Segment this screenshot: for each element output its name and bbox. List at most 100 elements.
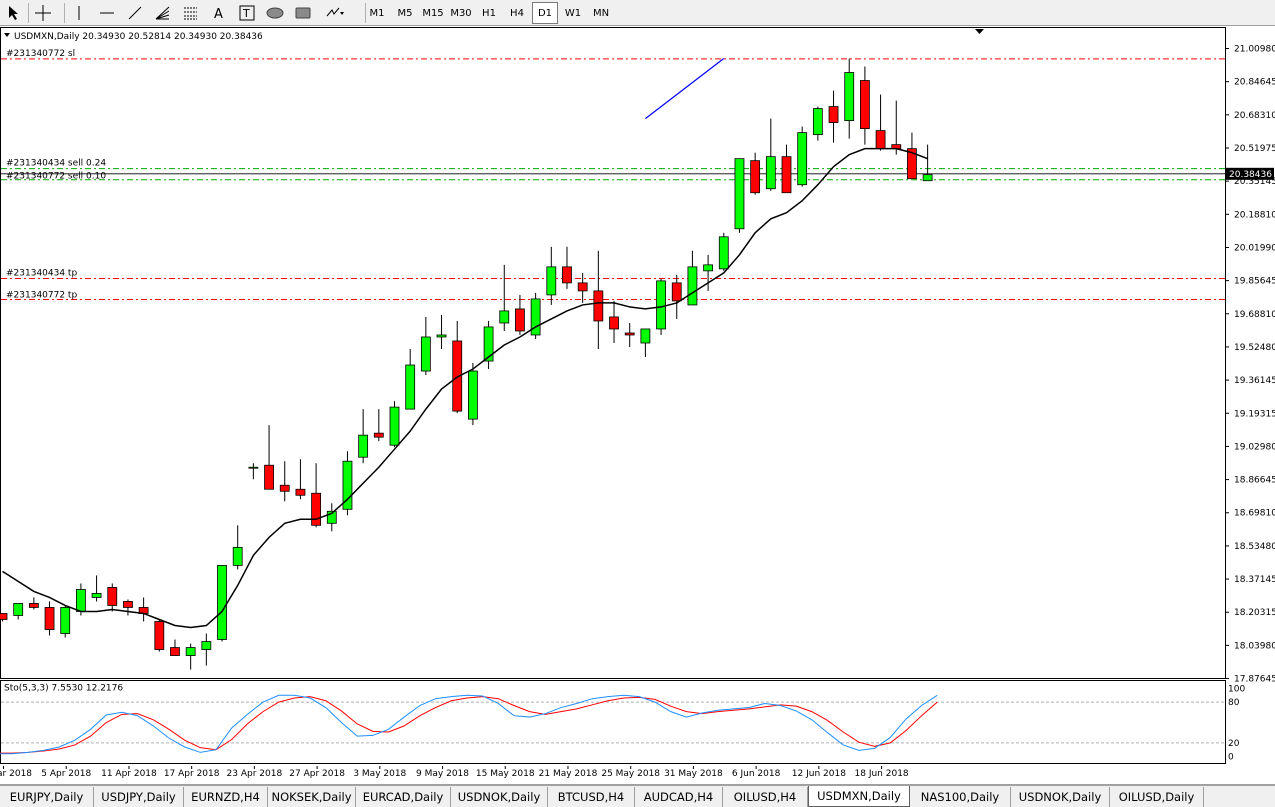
- timeframe-m30-button[interactable]: M30: [450, 7, 472, 19]
- timeframe-m15-button[interactable]: M15: [422, 7, 444, 19]
- bull-candle-body: [232, 546, 243, 566]
- timeframe-mn-button[interactable]: MN: [592, 7, 610, 19]
- text-icon: A: [214, 7, 223, 22]
- candle: [170, 639, 180, 656]
- bull-candle-body: [640, 328, 651, 344]
- x-axis-tick-label: 21 May 2018: [539, 769, 598, 779]
- chart-area[interactable]: 21.00980 20.84645 20.68310 20.51975 20.35145…: [0, 27, 1275, 785]
- chart-tab-usdjpy-daily[interactable]: USDJPY,Daily: [94, 787, 184, 807]
- candle: [718, 232, 729, 271]
- timeframe-w1-button[interactable]: W1: [564, 7, 582, 19]
- chart-tab-nas100-daily[interactable]: NAS100,Daily: [910, 787, 1011, 807]
- bull-candle-body: [76, 589, 86, 612]
- chart-tab-eurnzd-h4[interactable]: EURNZD,H4: [184, 787, 268, 807]
- cursor-tool-button[interactable]: [3, 2, 25, 24]
- x-axis-tick-label: 9 May 2018: [416, 769, 469, 779]
- fibonacci-retracement-icon: [184, 7, 197, 20]
- main-chart-frame: [0, 27, 1226, 679]
- bear-candle-body: [671, 282, 682, 302]
- chart-tab-noksek-daily[interactable]: NOKSEK,Daily: [268, 787, 356, 807]
- timeframe-d1-button[interactable]: D1: [532, 2, 558, 24]
- vertical-line-tool-button[interactable]: [68, 2, 90, 24]
- order-label-sell-2: #231340772 sell 0.10: [6, 172, 106, 182]
- bull-candle-body: [436, 334, 447, 338]
- chart-tab-eurjpy-daily[interactable]: EURJPY,Daily: [0, 787, 94, 807]
- cursor-icon: [9, 6, 18, 20]
- bull-candle-body: [326, 510, 337, 524]
- candle: [562, 246, 572, 289]
- chart-tab-usdmxn-daily[interactable]: USDMXN,Daily: [808, 786, 910, 807]
- chart-shift-marker[interactable]: [975, 29, 984, 34]
- chart-tab-usdnok-daily[interactable]: USDNOK,Daily: [451, 787, 548, 807]
- bull-candle-body: [656, 280, 666, 330]
- candle: [844, 58, 855, 139]
- vertical-line-icon: [78, 6, 80, 20]
- chart-tab-btcusd-h4[interactable]: BTCUSD,H4: [548, 787, 635, 807]
- arrows-tool-button[interactable]: [321, 2, 349, 24]
- stochastic-level-label: 20: [1228, 739, 1240, 749]
- timeframe-h1-button[interactable]: H1: [482, 7, 496, 19]
- chart-tab-usdnok-daily[interactable]: USDNOK,Daily: [1011, 787, 1110, 807]
- y-axis-tick-label: 18.86645: [1234, 476, 1275, 486]
- rectangle-tool-button[interactable]: [292, 2, 314, 24]
- stochastic-level-label: 0: [1228, 753, 1234, 763]
- indicator-label: Sto(5,3,3) 7.5530 12.2176: [4, 684, 123, 694]
- fibonacci-fan-icon: [155, 6, 170, 20]
- candle: [703, 254, 713, 291]
- crosshair-tool-button[interactable]: [32, 2, 54, 24]
- bull-candle-body: [687, 266, 698, 306]
- moving-average-line: [2, 147, 928, 629]
- x-axis-tick-label: 5 Apr 2018: [41, 769, 91, 779]
- trendline-tool-button[interactable]: [124, 2, 146, 24]
- chart-tab-oilusd-h4[interactable]: OILUSD,H4: [723, 787, 808, 807]
- timeframe-h4-button[interactable]: H4: [510, 7, 524, 19]
- fibonacci-retracement-tool-button[interactable]: [180, 2, 202, 24]
- x-axis-tick-label: 25 May 2018: [601, 769, 660, 779]
- x-axis-tick-label: 11 Apr 2018: [101, 769, 157, 779]
- bull-candle-body: [405, 364, 416, 410]
- candle: [13, 603, 24, 620]
- text-tool-button[interactable]: A: [208, 2, 230, 24]
- timeframe-m5-button[interactable]: M5: [397, 7, 413, 19]
- current-price-label: 20.38436: [1229, 170, 1272, 180]
- y-axis-tick-label: 19.36145: [1234, 376, 1275, 386]
- ellipse-tool-button[interactable]: [264, 2, 286, 24]
- x-axis-tick-label: 27 Apr 2018: [289, 769, 345, 779]
- trendline[interactable]: [645, 58, 725, 120]
- candle: [217, 564, 227, 642]
- chart-tab-oilusd-daily[interactable]: OILUSD,Daily: [1110, 787, 1204, 807]
- bear-candle-body: [593, 290, 604, 322]
- fibonacci-fan-tool-button[interactable]: [152, 2, 174, 24]
- symbol-menu-arrow-icon[interactable]: [4, 33, 10, 37]
- chart-tab-eurcad-daily[interactable]: EURCAD,Daily: [356, 787, 451, 807]
- bull-candle-body: [60, 607, 71, 634]
- horizontal-line-tool-button[interactable]: [96, 2, 118, 24]
- y-axis-tick-label: 19.52480: [1234, 343, 1275, 353]
- bear-candle-body: [107, 587, 118, 606]
- text-label-tool-button[interactable]: T: [236, 2, 258, 24]
- candle: [467, 363, 478, 426]
- chart-tab-audcad-h4[interactable]: AUDCAD,H4: [635, 787, 723, 807]
- ellipse-icon: [266, 7, 284, 19]
- bull-candle-body: [546, 266, 557, 296]
- candle: [640, 328, 651, 358]
- candle: [420, 316, 431, 376]
- horizontal-line-icon: [100, 12, 114, 14]
- bull-candle-body: [483, 326, 494, 362]
- bear-candle-body: [750, 160, 761, 194]
- stochastic-main-line: [0, 694, 938, 755]
- candle: [828, 90, 839, 143]
- toolbar-separator: [365, 3, 366, 23]
- candle: [483, 320, 494, 370]
- candle: [342, 451, 353, 516]
- bull-candle-body: [812, 108, 823, 136]
- bear-candle-body: [170, 647, 180, 656]
- timeframe-m1-button[interactable]: M1: [369, 7, 385, 19]
- candle: [373, 409, 384, 442]
- candle: [922, 144, 933, 182]
- bull-candle-body: [499, 310, 510, 324]
- candle: [44, 601, 55, 636]
- candle: [781, 144, 792, 194]
- y-axis-tick-label: 21.00980: [1234, 45, 1275, 55]
- candle: [671, 274, 682, 319]
